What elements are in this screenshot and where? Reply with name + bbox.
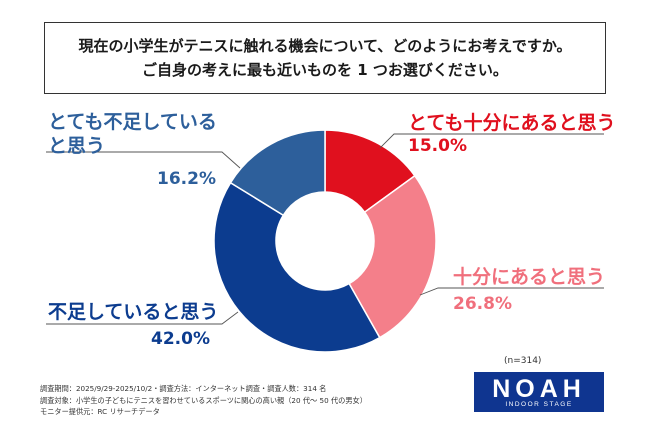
footnotes: 調査期間：2025/9/29-2025/10/2・調査方法：インターネット調査・… bbox=[40, 383, 367, 418]
label-juubun-value: 26.8% bbox=[453, 294, 512, 314]
leader-lines bbox=[46, 133, 604, 325]
question-line-1: 現在の小学生がテニスに触れる機会について、どのようにお考えですか。 bbox=[78, 37, 572, 55]
noah-logo: NOAH INDOOR STAGE bbox=[474, 372, 604, 412]
logo-subtitle: INDOOR STAGE bbox=[505, 401, 573, 408]
label-totemo-fusoku-value: 16.2% bbox=[157, 169, 216, 189]
label-juubun: 十分にあると思う 26.8% bbox=[453, 265, 605, 315]
footnote-target: 調査対象：小学生の子どもにテニスを習わせているスポーツに関心の高い親（20 代～… bbox=[40, 395, 367, 405]
label-totemo-fusoku-name-1: とても不足している bbox=[48, 111, 217, 133]
label-totemo-juubun-name: とても十分にあると思う bbox=[408, 112, 616, 134]
question-line-2: ご自身の考えに最も近いものを 1 つお選びください。 bbox=[142, 61, 508, 79]
footnote-source: モニター提供元：RC リサーチデータ bbox=[40, 407, 160, 416]
leader-juubun bbox=[419, 287, 604, 296]
label-totemo-juubun-value: 15.0% bbox=[408, 136, 467, 156]
leader-totemo-fusoku bbox=[46, 151, 241, 169]
leader-fusoku bbox=[46, 311, 239, 325]
label-totemo-fusoku-name-2: と思う bbox=[48, 135, 106, 157]
question-box: 現在の小学生がテニスに触れる機会について、どのようにお考えですか。 ご自身の考え… bbox=[44, 22, 606, 94]
slice-totemo-fusoku bbox=[229, 129, 326, 217]
label-fusoku: 不足していると思う 42.0% bbox=[48, 300, 218, 350]
label-totemo-fusoku: とても不足している と思う 16.2% bbox=[48, 110, 218, 190]
label-juubun-name: 十分にあると思う bbox=[453, 266, 606, 288]
label-fusoku-value: 42.0% bbox=[151, 329, 210, 349]
leader-totemo-juubun bbox=[379, 133, 604, 149]
slice-juubun bbox=[348, 174, 437, 339]
slice-fusoku bbox=[213, 181, 381, 353]
label-fusoku-name: 不足していると思う bbox=[48, 301, 219, 323]
sample-size: (n=314) bbox=[504, 356, 542, 366]
footnote-period: 調査期間：2025/9/29-2025/10/2・調査方法：インターネット調査・… bbox=[40, 384, 327, 393]
donut-slices bbox=[213, 129, 437, 353]
label-totemo-juubun: とても十分にあると思う 15.0% bbox=[408, 111, 615, 157]
logo-word: NOAH bbox=[492, 375, 586, 403]
